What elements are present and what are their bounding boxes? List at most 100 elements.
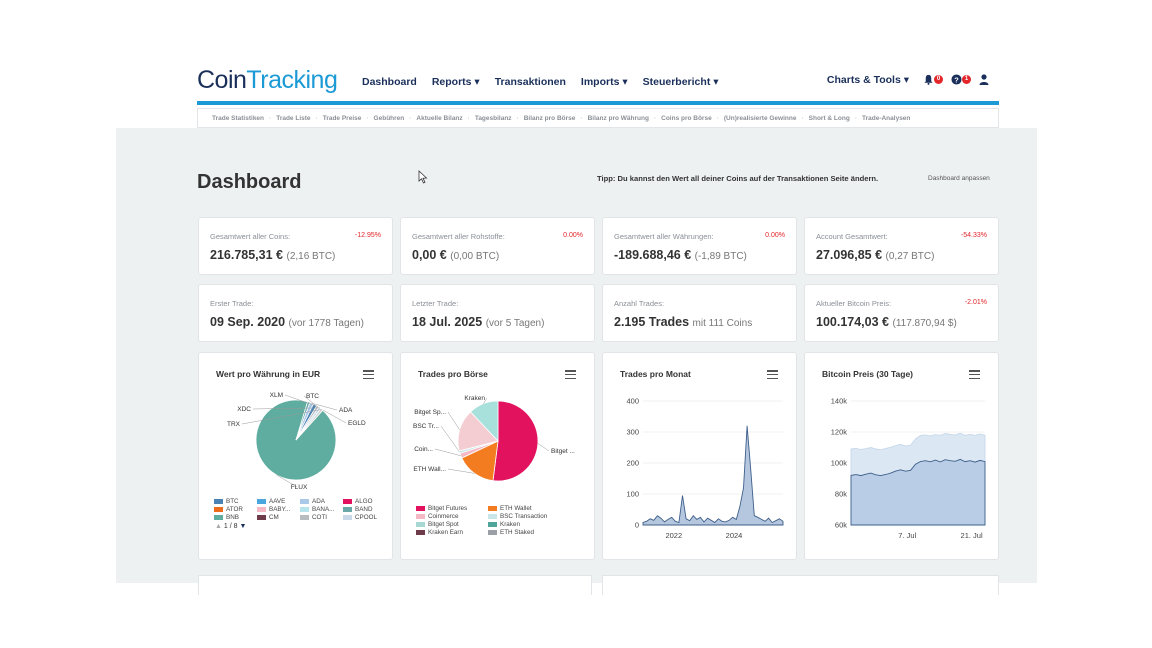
legend-item[interactable]: ETH Wallet xyxy=(488,504,560,512)
pie-connector xyxy=(241,409,322,425)
stat-main: 18 Jul. 2025 xyxy=(412,315,483,329)
chart-legend: Bitget Futures ETH Wallet Coinmerce BSC Tra… xyxy=(416,504,560,536)
stat-card: Aktueller Bitcoin Preis: -2.01% 100.174,03… xyxy=(804,284,999,342)
legend-item[interactable]: Kraken xyxy=(488,520,560,528)
legend-item[interactable]: ATOR xyxy=(214,505,257,513)
pie-connector xyxy=(447,468,475,474)
pie-connector xyxy=(311,402,338,411)
legend-item[interactable]: ALGO xyxy=(343,497,386,505)
help-count: 1 xyxy=(962,75,971,84)
stat-sub: (vor 5 Tagen) xyxy=(485,318,545,329)
legend-swatch xyxy=(257,506,266,512)
logo-part1: Coin xyxy=(197,66,247,94)
subnav-separator: · xyxy=(516,114,519,122)
pie-connector xyxy=(447,411,460,430)
stat-label: Anzahl Trades: xyxy=(614,299,665,308)
legend-label: BTC xyxy=(226,497,239,505)
stat-label: Gesamtwert aller Währungen: xyxy=(614,232,714,241)
customize-dashboard-link[interactable]: Dashboard anpassen xyxy=(928,175,990,182)
chart-menu-icon[interactable] xyxy=(767,370,778,380)
stat-sub: (-1,89 BTC) xyxy=(694,251,747,262)
chart-menu-icon[interactable] xyxy=(969,370,980,380)
legend-item[interactable]: Bitget Spot xyxy=(416,520,488,528)
subnav-item[interactable]: Trade-Analysen xyxy=(861,114,911,122)
nav-dashboard[interactable]: Dashboard xyxy=(362,76,417,88)
legend-item[interactable]: CPOOL xyxy=(343,513,386,521)
subnav-item[interactable]: Tagesbilanz xyxy=(474,114,512,122)
subnav-item[interactable]: Short & Long xyxy=(808,114,850,122)
stat-change: -2.01% xyxy=(964,299,987,306)
nav-reports[interactable]: Reports ▾ xyxy=(431,76,480,88)
stat-value: 18 Jul. 2025 (vor 5 Tagen) xyxy=(412,315,544,329)
legend-pager[interactable]: ▲ 1 / 8 ▼ xyxy=(215,523,246,530)
pie-slice[interactable] xyxy=(492,400,539,482)
help-icon[interactable]: ? 1 xyxy=(951,74,971,86)
legend-item[interactable]: AAVE xyxy=(257,497,300,505)
nav-steuerbericht[interactable]: Steuerbericht ▾ xyxy=(642,76,719,88)
stat-sub: (vor 1778 Tagen) xyxy=(288,318,364,329)
subnav-item[interactable]: Trade Liste xyxy=(276,114,311,122)
stat-main: 0,00 € xyxy=(412,248,447,262)
pie-label: BSC Tr... xyxy=(413,423,439,430)
nav-transaktionen[interactable]: Transaktionen xyxy=(494,76,566,88)
user-icon[interactable] xyxy=(979,74,993,86)
coin-tracking-logo[interactable]: CoinTracking xyxy=(197,66,338,95)
stat-change: -12.95% xyxy=(354,232,381,239)
legend-item[interactable]: ETH Staked xyxy=(488,528,560,536)
pie-label: XDC xyxy=(237,406,251,413)
notification-count: 0 xyxy=(934,75,943,84)
legend-item[interactable]: BANA... xyxy=(300,505,343,513)
subnav-item[interactable]: Bilanz pro Börse xyxy=(523,114,576,122)
pie-slice[interactable] xyxy=(457,411,499,452)
chart-menu-icon[interactable] xyxy=(565,370,576,380)
subnav-item[interactable]: Bilanz pro Währung xyxy=(587,114,649,122)
stat-card: Gesamtwert aller Währungen: 0.00% -189.688… xyxy=(602,217,797,275)
nav-charts-tools[interactable]: Charts & Tools ▾ xyxy=(826,74,909,86)
legend-item[interactable]: BSC Transaction xyxy=(488,512,560,520)
pie-label: XLM xyxy=(270,392,283,399)
stat-value: 0,00 € (0,00 BTC) xyxy=(412,248,499,262)
y-tick-label: 0 xyxy=(635,521,639,530)
pie-connector xyxy=(537,443,550,452)
legend-swatch xyxy=(214,506,223,512)
y-tick-label: 400 xyxy=(626,397,639,406)
subnav-item[interactable]: (Un)realisierte Gewinne xyxy=(723,114,797,122)
pager-up-icon[interactable]: ▲ xyxy=(215,523,222,530)
legend-item[interactable]: COTI xyxy=(300,513,343,521)
legend-item[interactable]: BABY... xyxy=(257,505,300,513)
chart-menu-icon[interactable] xyxy=(363,370,374,380)
pager-down-icon[interactable]: ▼ xyxy=(239,523,247,530)
legend-item[interactable]: BAND xyxy=(343,505,386,513)
legend-item[interactable]: Coinmerce xyxy=(416,512,488,520)
legend-item[interactable]: Bitget Futures xyxy=(416,504,488,512)
legend-swatch xyxy=(416,521,425,527)
y-tick-label: 200 xyxy=(626,459,639,468)
stat-card: Anzahl Trades: 2.195 Trades mit 111 Coins xyxy=(602,284,797,342)
legend-label: Kraken xyxy=(500,520,520,528)
subnav-separator: · xyxy=(409,114,412,122)
legend-item[interactable]: ADA xyxy=(300,497,343,505)
legend-item[interactable]: Kraken Earn xyxy=(416,528,488,536)
chart-title: Trades pro Monat xyxy=(620,369,691,379)
legend-item[interactable]: BTC xyxy=(214,497,257,505)
chart-title: Trades pro Börse xyxy=(418,369,488,379)
bell-icon[interactable]: 0 xyxy=(923,74,943,86)
legend-item[interactable]: CM xyxy=(257,513,300,521)
subnav-item[interactable]: Trade Statistiken xyxy=(212,114,265,122)
subnav-item[interactable]: Coins pro Börse xyxy=(661,114,712,122)
pie-connector xyxy=(252,407,320,410)
pie-slice[interactable] xyxy=(470,400,499,443)
area-series[interactable] xyxy=(850,458,986,526)
area-series[interactable] xyxy=(642,425,784,526)
subnav-item[interactable]: Gebühren xyxy=(373,114,405,122)
subnav-item[interactable]: Aktuelle Bilanz xyxy=(416,114,463,122)
nav-imports[interactable]: Imports ▾ xyxy=(580,76,628,88)
stat-change: 0.00% xyxy=(563,232,583,239)
legend-item[interactable]: BNB xyxy=(214,513,257,521)
legend-label: BABY... xyxy=(269,505,291,513)
pie-label: Bitget ... xyxy=(551,448,575,455)
pager-text: 1 / 8 xyxy=(223,523,238,530)
stat-sub: (0,00 BTC) xyxy=(450,251,500,262)
subnav-item[interactable]: Trade Preise xyxy=(322,114,362,122)
